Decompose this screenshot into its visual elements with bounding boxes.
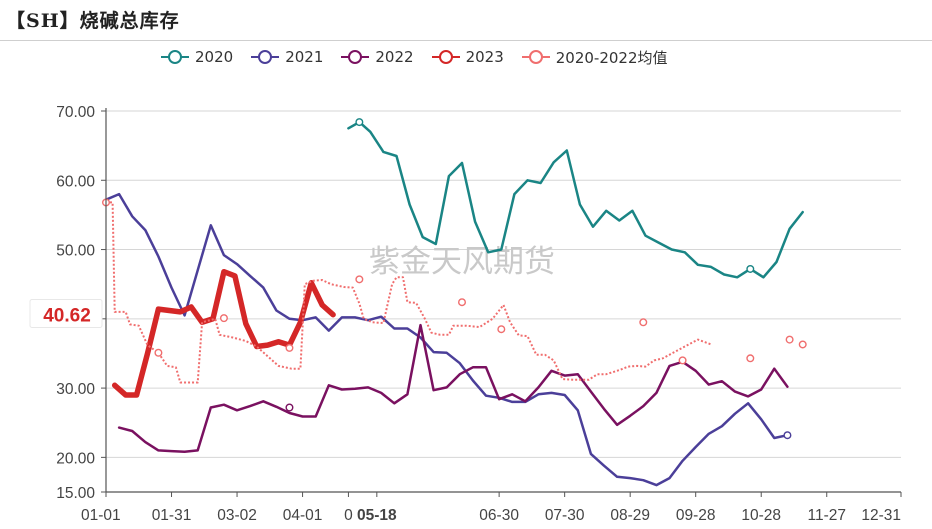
- x-tick-label: 01-01: [81, 507, 121, 524]
- series-marker: [458, 298, 467, 307]
- legend-label: 2021: [285, 48, 324, 66]
- series-4: [101, 198, 807, 384]
- series-3: [111, 268, 336, 398]
- x-tick-label: 11-27: [807, 507, 846, 524]
- legend-item[interactable]: 2020-2022均值: [521, 47, 668, 68]
- chart-title: 【SH】烧碱总库存: [6, 10, 180, 32]
- axis-labels: 15.0020.0030.0040.0050.0060.0070.0001-01…: [29, 104, 901, 524]
- series-2: [117, 323, 789, 454]
- y-tick-label: 15.00: [56, 485, 95, 502]
- y-highlight-label: 40.62: [43, 306, 91, 327]
- legend-item[interactable]: 2022: [340, 48, 414, 66]
- y-tick-label: 70.00: [56, 104, 95, 121]
- x-tick-label: 12-31: [861, 507, 901, 524]
- x-tick-label: 01-31: [152, 507, 192, 524]
- x-tick-label: 0: [344, 507, 353, 524]
- legend-item[interactable]: 2020: [160, 48, 233, 66]
- series-marker: [639, 318, 648, 327]
- series-marker: [746, 354, 755, 363]
- series-marker: [154, 348, 163, 357]
- legend-symbol-icon: [161, 50, 189, 64]
- legend-label: 2020-2022均值: [555, 48, 668, 67]
- y-highlight-badge: [29, 299, 103, 329]
- legend[interactable]: 2020 2021 2022 2023 2020-2022均值: [160, 44, 685, 70]
- series-marker: [355, 275, 364, 284]
- legend-symbol-icon: [251, 50, 280, 64]
- legend-item[interactable]: 2021: [250, 48, 323, 66]
- series-0: [347, 118, 804, 279]
- legend-symbol-icon: [341, 50, 370, 64]
- legend-symbol-icon: [431, 50, 460, 64]
- title-divider: [0, 40, 932, 41]
- y-tick-label: 50.00: [56, 243, 95, 260]
- y-tick-label: 20.00: [56, 450, 95, 467]
- series-marker: [785, 335, 794, 344]
- x-tick-label: 07-30: [545, 507, 585, 524]
- legend-item[interactable]: 2023: [431, 48, 504, 66]
- series-marker: [746, 264, 755, 273]
- grid-lines: [106, 110, 901, 458]
- x-tick-highlight: 05-18: [357, 507, 397, 524]
- series-line: [104, 192, 789, 487]
- series-marker: [798, 340, 807, 349]
- series-line: [117, 323, 789, 454]
- series-marker: [219, 314, 228, 323]
- watermark: 紫金天风期货: [369, 244, 555, 280]
- series-marker: [355, 118, 364, 127]
- x-tick-label: 10-28: [741, 507, 781, 524]
- y-tick-label: 30.00: [56, 381, 95, 398]
- legend-symbol-icon: [521, 50, 550, 64]
- series-1: [104, 192, 792, 487]
- legend-label: 2020: [195, 48, 234, 66]
- series-line: [347, 120, 804, 279]
- series-line: [106, 201, 712, 384]
- x-tick-label: 06-30: [479, 507, 519, 524]
- series-lines: [101, 118, 807, 487]
- legend-label: 2023: [465, 48, 504, 66]
- axes: [101, 108, 902, 497]
- series-marker: [285, 343, 294, 352]
- series-marker: [285, 403, 294, 412]
- series-line: [111, 268, 336, 398]
- y-tick-label: 60.00: [56, 173, 95, 190]
- x-tick-label: 03-02: [217, 507, 257, 524]
- series-marker: [497, 325, 506, 334]
- series-marker: [678, 356, 687, 365]
- x-tick-label: 08-29: [610, 507, 650, 524]
- x-tick-label: 04-01: [283, 507, 323, 524]
- series-marker: [783, 431, 792, 440]
- legend-label: 2022: [375, 48, 414, 66]
- x-tick-label: 09-28: [676, 507, 716, 524]
